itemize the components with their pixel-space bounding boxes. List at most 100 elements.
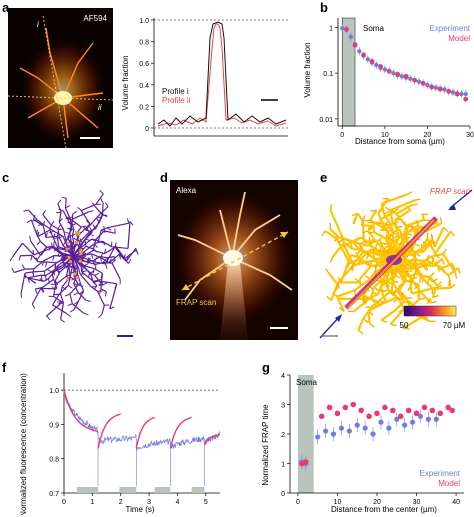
model-point: [445, 404, 451, 411]
line-ii-label: ii: [98, 103, 102, 112]
panel-b-ylabel: Volume fraction: [303, 42, 312, 97]
hotspot: [77, 231, 81, 236]
dendrite-twig: [402, 252, 406, 259]
dendrite-branch: [372, 222, 376, 233]
soma: [54, 91, 72, 105]
dendrite-branch: [96, 291, 105, 306]
dendrite-branch: [385, 237, 389, 245]
experiment-point: [425, 416, 432, 422]
dendrite-twig: [454, 272, 458, 279]
dendrite-branch: [381, 193, 408, 205]
dendrite-branch: [37, 229, 51, 238]
experiment-point: [463, 91, 468, 97]
bleach-interval: [119, 487, 137, 493]
dendrite-twig: [62, 259, 65, 265]
dendrite-branch: [395, 213, 409, 228]
dendrite-branch: [362, 306, 373, 320]
dendrite-twig: [355, 249, 362, 256]
dendrite-twig: [361, 298, 366, 305]
dendrite-branch: [54, 280, 58, 289]
dendrite-twig: [21, 264, 26, 270]
dendrite-branch: [60, 302, 65, 320]
panel-c-model-cell: [9, 190, 139, 337]
dendrite-branch: [62, 210, 68, 219]
dendrite-twig: [9, 256, 14, 262]
dendrite-twig: [414, 198, 421, 201]
dendrite-branch: [52, 293, 60, 306]
model-point: [390, 407, 396, 414]
experiment-point: [386, 425, 392, 431]
dendrite-branch: [27, 274, 42, 279]
dendrite-branch: [352, 250, 365, 266]
dendrite-twig: [79, 238, 83, 244]
experiment-point: [322, 428, 329, 434]
dendrite-twig: [61, 286, 67, 291]
dendrite-branch: [419, 276, 434, 290]
dendrite-twig: [432, 294, 439, 299]
dendrite-branch: [114, 245, 127, 262]
dendrite-branch: [374, 257, 384, 261]
dendrite-branch: [431, 287, 438, 298]
dendrite-twig: [329, 203, 333, 211]
dendrite-twig: [57, 224, 62, 230]
dendrite-branch: [77, 266, 81, 275]
experiment-point: [340, 26, 345, 31]
dendrite-branch: [74, 234, 80, 246]
dendrite-branch: [62, 228, 67, 241]
dendrite-branch: [389, 199, 416, 212]
dendrite-branch: [27, 277, 45, 282]
dendrite-branch: [97, 280, 117, 285]
dendrite-twig: [77, 248, 80, 254]
dendrite-branch: [368, 252, 379, 264]
hotspot: [75, 275, 79, 280]
dendrite-twig: [69, 245, 75, 250]
dendrite-twig: [425, 254, 430, 261]
dendrite-branch: [405, 226, 409, 233]
experiment-point: [315, 434, 321, 440]
dendrite-branch: [342, 240, 354, 250]
dendrite-branch: [370, 244, 377, 251]
dendrite-branch: [369, 209, 378, 221]
dendrite-branch: [46, 245, 54, 249]
dendrite-twig: [66, 246, 72, 249]
y-tick-label: 1.0: [49, 388, 59, 395]
dendrite-twig: [60, 255, 64, 260]
dendrite-twig: [54, 246, 59, 250]
dendrite-twig: [102, 214, 108, 218]
dendrite-twig: [414, 265, 419, 272]
dendrite-branch: [24, 271, 34, 274]
dendrite-branch: [353, 278, 371, 292]
dendrite-twig: [91, 202, 96, 207]
dendrite-branch: [111, 262, 121, 280]
model-point: [334, 410, 341, 417]
dendrite-twig: [431, 235, 434, 242]
model-point: [342, 404, 349, 411]
dendrite-branch: [31, 288, 42, 305]
dendrite-branch: [36, 219, 44, 225]
dendrite-branch: [94, 261, 106, 265]
dendrite-twig: [369, 322, 375, 328]
dendrite-branch: [412, 258, 425, 262]
dendrite-twig: [325, 268, 330, 275]
dendrite-branch: [76, 264, 79, 275]
dendrite-twig: [89, 233, 95, 237]
dendrite-branch: [72, 246, 82, 257]
dendrite-branch: [76, 261, 82, 268]
experiment-point: [399, 74, 405, 79]
dendrite-branch: [90, 286, 98, 292]
dendrite-branch: [42, 214, 52, 226]
dendrite-branch: [41, 278, 54, 289]
dendrite-branch: [57, 263, 66, 269]
model-trace: [63, 389, 99, 432]
dendrite-twig: [94, 257, 97, 263]
panel-g-chart: Normalized FRAP time Distance from the c…: [261, 373, 464, 514]
model-point: [358, 407, 364, 414]
dendrite-branch: [42, 223, 55, 232]
experiment-point: [346, 428, 352, 434]
model-trace: [203, 434, 221, 446]
dendrite-twig: [439, 217, 443, 224]
dendrite-twig: [88, 210, 94, 213]
experiment-point: [459, 91, 464, 97]
dendrite-branch: [426, 238, 437, 255]
dendrite-branch: [366, 293, 379, 301]
